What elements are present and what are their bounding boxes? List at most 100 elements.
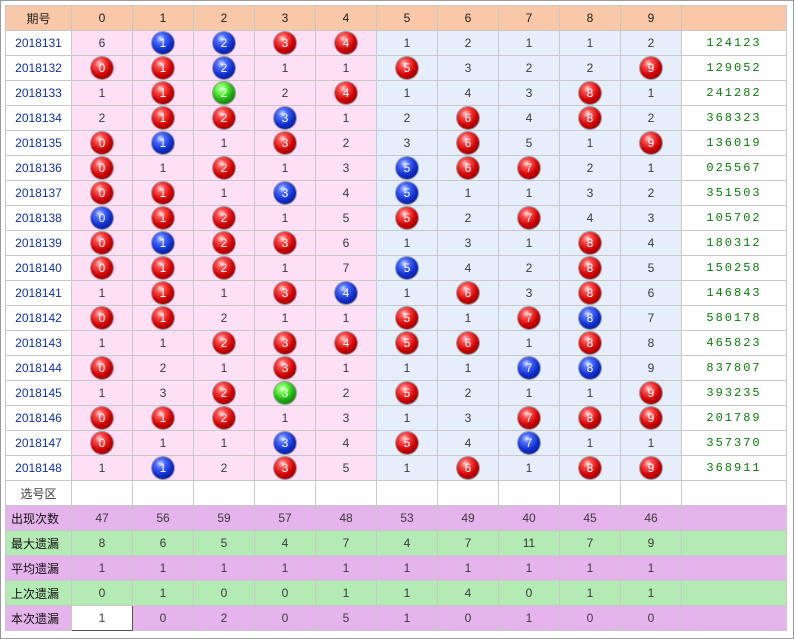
result-number: 129052 [681, 55, 787, 81]
red-ball-icon: 4 [335, 332, 357, 354]
digit-header-0[interactable]: 0 [71, 5, 133, 31]
select-digit-cell-6[interactable] [437, 480, 499, 506]
digit-cell-9: 9 [620, 455, 682, 481]
stat-value: 1 [193, 555, 255, 581]
select-digit-cell-3[interactable] [254, 480, 316, 506]
select-digit-cell-2[interactable] [193, 480, 255, 506]
red-ball-icon: 2 [213, 382, 235, 404]
period-cell[interactable]: 2018139 [5, 230, 72, 256]
digit-cell-0: 0 [71, 130, 133, 156]
omission-count: 1 [403, 411, 411, 425]
omission-count: 2 [586, 161, 594, 175]
omission-count: 1 [98, 461, 106, 475]
red-ball-icon: 5 [396, 332, 418, 354]
digit-cell-9: 9 [620, 380, 682, 406]
digit-cell-7: 1 [498, 380, 560, 406]
select-digit-cell-4[interactable] [315, 480, 377, 506]
digit-cell-6: 6 [437, 330, 499, 356]
digit-header-6[interactable]: 6 [437, 5, 499, 31]
draw-row: 2018145 1 3 2 3 2 5 2 1 1 9 393235 [5, 380, 787, 406]
digit-cell-8: 8 [559, 455, 621, 481]
digit-header-1[interactable]: 1 [132, 5, 194, 31]
red-ball-icon: 6 [457, 457, 479, 479]
digit-cell-9: 2 [620, 180, 682, 206]
omission-count: 1 [98, 336, 106, 350]
period-cell[interactable]: 2018138 [5, 205, 72, 231]
digit-header-5[interactable]: 5 [376, 5, 438, 31]
draw-row: 2018136 0 1 2 1 3 5 6 7 2 1 025567 [5, 155, 787, 181]
period-cell[interactable]: 2018140 [5, 255, 72, 281]
period-cell[interactable]: 2018146 [5, 405, 72, 431]
blue-ball-icon: 2 [213, 32, 235, 54]
digit-cell-8: 8 [559, 355, 621, 381]
stat-value: 5 [315, 605, 377, 631]
digit-cell-4: 4 [315, 30, 377, 56]
select-digit-cell-8[interactable] [559, 480, 621, 506]
period-cell[interactable]: 2018132 [5, 55, 72, 81]
stat-value: 49 [437, 505, 499, 531]
digit-header-3[interactable]: 3 [254, 5, 316, 31]
omission-count: 1 [98, 86, 106, 100]
stat-value: 8 [71, 530, 133, 556]
red-ball-icon: 1 [152, 207, 174, 229]
digit-cell-9: 1 [620, 155, 682, 181]
digit-cell-1: 1 [132, 130, 194, 156]
digit-header-9[interactable]: 9 [620, 5, 682, 31]
stat-value: 1 [559, 580, 621, 606]
blue-ball-icon: 5 [396, 157, 418, 179]
period-cell[interactable]: 2018136 [5, 155, 72, 181]
period-cell[interactable]: 2018148 [5, 455, 72, 481]
digit-header-7[interactable]: 7 [498, 5, 560, 31]
select-digit-cell-7[interactable] [498, 480, 560, 506]
result-number: 465823 [681, 330, 787, 356]
red-ball-icon: 8 [579, 232, 601, 254]
period-cell[interactable]: 2018143 [5, 330, 72, 356]
period-cell[interactable]: 2018133 [5, 80, 72, 106]
select-digit-cell-9[interactable] [620, 480, 682, 506]
stat-value: 1 [315, 555, 377, 581]
period-cell[interactable]: 2018137 [5, 180, 72, 206]
select-digit-cell-0[interactable] [71, 480, 133, 506]
stat-value: 45 [559, 505, 621, 531]
red-ball-icon: 3 [274, 357, 296, 379]
period-cell[interactable]: 2018135 [5, 130, 72, 156]
stat-value: 11 [498, 530, 560, 556]
stat-value: 0 [132, 605, 194, 631]
digit-cell-3: 3 [254, 455, 316, 481]
digit-header-8[interactable]: 8 [559, 5, 621, 31]
digit-cell-5: 1 [376, 455, 438, 481]
digit-cell-3: 3 [254, 430, 316, 456]
omission-count: 2 [647, 111, 655, 125]
period-cell[interactable]: 2018142 [5, 305, 72, 331]
red-ball-icon: 0 [91, 357, 113, 379]
omission-count: 2 [647, 36, 655, 50]
stat-value: 0 [254, 580, 316, 606]
period-cell[interactable]: 2018141 [5, 280, 72, 306]
stat-value[interactable]: 1 [71, 605, 133, 631]
period-cell[interactable]: 2018134 [5, 105, 72, 131]
omission-count: 1 [403, 461, 411, 475]
omission-count: 1 [342, 111, 350, 125]
omission-count: 1 [220, 186, 228, 200]
period-header[interactable]: 期号 [5, 5, 72, 31]
period-cell[interactable]: 2018131 [5, 30, 72, 56]
period-cell[interactable]: 2018145 [5, 380, 72, 406]
period-cell[interactable]: 2018144 [5, 355, 72, 381]
digit-header-4[interactable]: 4 [315, 5, 377, 31]
period-cell[interactable]: 2018147 [5, 430, 72, 456]
stat-row-current: 本次遗漏 1 0 2 0 5 1 0 1 0 0 [5, 605, 787, 631]
digit-cell-0: 0 [71, 230, 133, 256]
digit-cell-4: 3 [315, 405, 377, 431]
select-digit-cell-1[interactable] [132, 480, 194, 506]
digit-cell-8: 2 [559, 155, 621, 181]
stat-value: 0 [193, 580, 255, 606]
omission-count: 1 [586, 136, 594, 150]
digit-cell-9: 4 [620, 230, 682, 256]
select-end-cell [681, 480, 787, 506]
red-ball-icon: 7 [518, 207, 540, 229]
digit-cell-4: 3 [315, 155, 377, 181]
digit-cell-7: 4 [498, 105, 560, 131]
select-digit-cell-5[interactable] [376, 480, 438, 506]
omission-count: 2 [525, 61, 533, 75]
digit-header-2[interactable]: 2 [193, 5, 255, 31]
